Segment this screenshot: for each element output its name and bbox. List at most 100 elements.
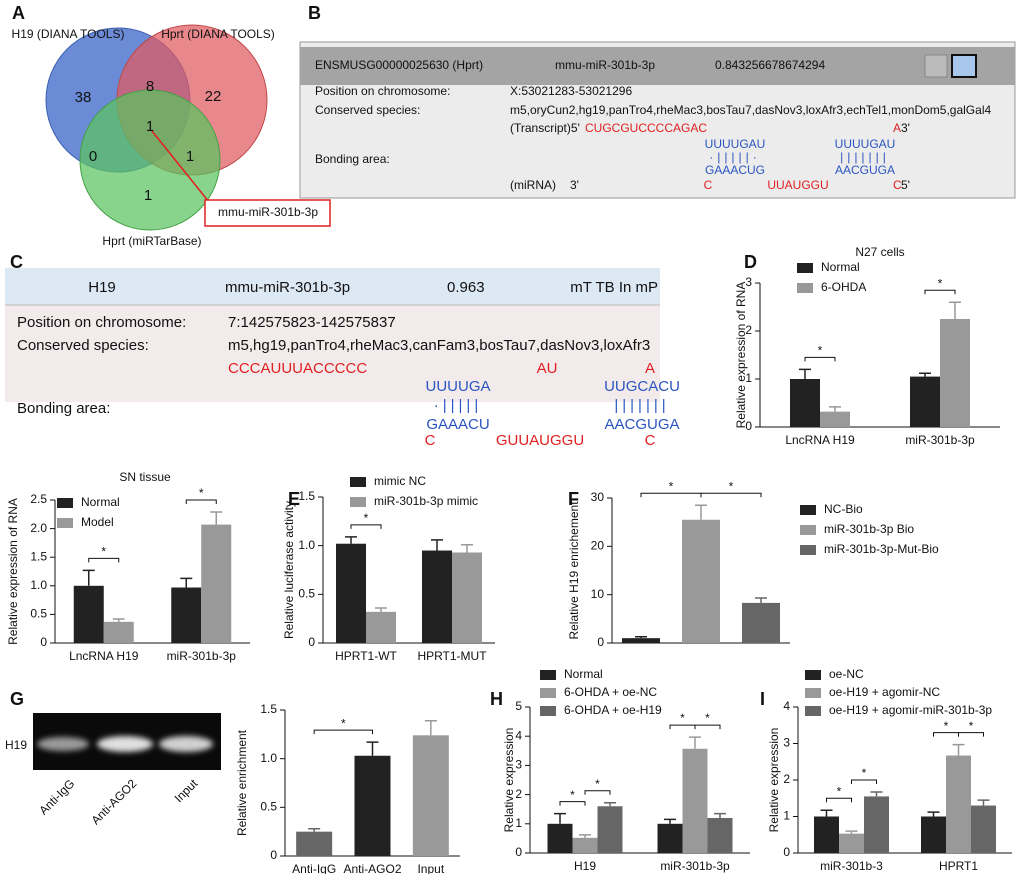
legend-label: 6-OHDA <box>821 280 866 294</box>
legend-swatch <box>800 525 816 535</box>
panel-label: H <box>490 689 503 709</box>
row-value: 7:142575823-142575837 <box>228 314 396 331</box>
legend-swatch <box>797 263 813 273</box>
y-tick-label: 1 <box>783 809 790 823</box>
legend-label: NC-Bio <box>824 502 863 516</box>
table-header-cell: H19 <box>88 279 116 296</box>
sequence: AU <box>537 360 558 377</box>
bar <box>682 748 708 853</box>
significance-label: * <box>570 788 575 802</box>
significance-label: * <box>705 711 710 725</box>
significance-bracket <box>958 732 984 737</box>
pairing: ·||||| <box>434 397 482 414</box>
y-axis-label: Relative enrichment <box>235 729 249 836</box>
error-bar <box>799 368 811 379</box>
bar <box>572 837 598 853</box>
bar <box>73 585 104 643</box>
y-tick-label: 1 <box>515 816 522 830</box>
x-tick-label: HPRT1-WT <box>335 649 397 663</box>
error-bar <box>180 577 193 588</box>
legend-label: miR-301b-3p Bio <box>824 522 914 536</box>
significance-bracket <box>700 492 762 498</box>
y-axis-label: Relative expression of RNA <box>6 498 20 645</box>
legend-swatch <box>800 545 816 555</box>
bar <box>366 611 396 643</box>
significance-label: * <box>199 486 204 500</box>
significance-label: * <box>729 479 734 493</box>
error-bar <box>112 618 125 622</box>
gel-band <box>97 736 153 752</box>
table-c-header <box>5 268 660 305</box>
y-tick-label: 2.0 <box>30 521 47 535</box>
bar <box>946 755 971 853</box>
y-tick-label: 0.5 <box>298 587 315 601</box>
legend-label: mimic NC <box>374 474 426 488</box>
sequence: C <box>425 432 436 449</box>
error-bar <box>977 799 990 806</box>
legend-label: miR-301b-3p-Mut-Bio <box>824 542 939 556</box>
bar <box>839 833 864 853</box>
sequence: AACGUGA <box>835 163 895 177</box>
significance-label: * <box>680 711 685 725</box>
sequence: GUUAUGGU <box>496 432 584 449</box>
y-tick-label: 3 <box>515 758 522 772</box>
error-bar <box>870 791 883 797</box>
venn-count: 22 <box>205 88 222 105</box>
gel-lane-label: Anti-IgG <box>36 776 77 817</box>
significance-label: * <box>938 276 943 290</box>
error-bar <box>375 607 387 612</box>
table-header-cell: mmu-miR-301b-3p <box>225 279 350 296</box>
gel-lane-label: Anti-AGO2 <box>88 776 139 827</box>
significance-bracket <box>313 729 373 735</box>
legend-swatch <box>540 706 556 716</box>
gel-band <box>37 737 89 751</box>
legend-swatch <box>800 505 816 515</box>
y-tick-label: 0 <box>597 635 604 649</box>
row-value: m5,oryCun2,hg19,panTro4,rheMac3,bosTau7,… <box>510 103 991 117</box>
significance-label: * <box>862 766 867 780</box>
x-tick-label: miR-301b-3 <box>820 859 883 873</box>
legend-swatch <box>805 670 821 680</box>
callout-line <box>151 130 214 208</box>
sequence: CCCAUUUACCCCC <box>228 360 367 377</box>
legend-swatch <box>805 706 821 716</box>
bar <box>354 755 391 856</box>
bar <box>742 602 780 643</box>
sequence: (miRNA) <box>510 178 556 192</box>
bar <box>171 587 202 643</box>
y-tick-label: 1.5 <box>30 549 47 563</box>
y-tick-label: 2 <box>783 772 790 786</box>
gel-band <box>159 736 213 752</box>
y-tick-label: 1 <box>745 371 752 385</box>
panel-label: G <box>10 689 24 709</box>
bar <box>336 543 366 643</box>
x-tick-label: miR-301b-3p <box>905 433 975 447</box>
row-label: Position on chromosome: <box>315 84 450 98</box>
row-label: Conserved species: <box>17 337 149 354</box>
y-tick-label: 1.0 <box>260 751 277 765</box>
legend-swatch <box>57 498 73 508</box>
error-bar <box>714 812 726 818</box>
sequence: C <box>893 178 902 192</box>
error-bar <box>424 719 437 736</box>
sequence: AACGUGA <box>604 416 679 433</box>
bar <box>296 831 333 856</box>
x-tick-label: LncRNA H19 <box>785 433 855 447</box>
sequence: UUGCACU <box>604 378 680 395</box>
panel-label: C <box>10 252 23 272</box>
sequence: GAAACU <box>426 416 489 433</box>
legend-swatch <box>540 670 556 680</box>
bar <box>452 552 482 643</box>
row-label: Conserved species: <box>315 103 420 117</box>
error-bar <box>695 504 707 520</box>
bar <box>657 823 683 853</box>
y-tick-label: 0 <box>783 845 790 859</box>
sequence: UUUUGAU <box>835 137 896 151</box>
bar <box>921 816 946 853</box>
sequence: GAAACUG <box>705 163 765 177</box>
panel-label: A <box>12 3 25 23</box>
venn-count: 0 <box>89 148 97 165</box>
significance-bracket <box>185 499 217 505</box>
legend-swatch <box>350 477 366 487</box>
sequence: CUGCGUCCCCAGAC <box>585 121 707 135</box>
